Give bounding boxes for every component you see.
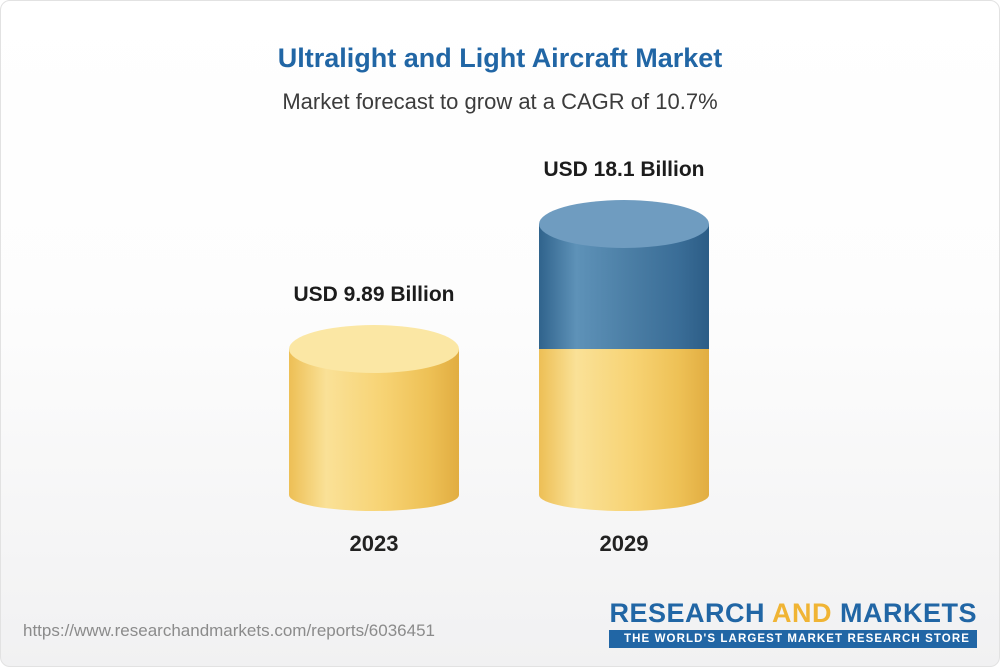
bar-2029-base-segment	[539, 348, 709, 511]
bar-2023-top-ellipse	[289, 324, 459, 373]
page-title: Ultralight and Light Aircraft Market	[277, 43, 723, 73]
logo-word-research: RESEARCH	[609, 598, 765, 628]
x-label-2023: 2023	[349, 531, 399, 556]
bar-2029-top-ellipse	[539, 199, 709, 248]
x-label-2029: 2029	[599, 531, 649, 556]
value-label-2029: USD 18.1 Billion	[543, 157, 705, 181]
logo-word-and: AND	[771, 598, 832, 628]
value-label-2023: USD 9.89 Billion	[293, 282, 455, 306]
research-and-markets-logo: RESEARCH AND MARKETS THE WORLD'S LARGEST…	[609, 599, 977, 648]
logo-wordmark: RESEARCH AND MARKETS	[609, 599, 977, 627]
bar-2023-body	[289, 348, 459, 511]
logo-tagline: THE WORLD'S LARGEST MARKET RESEARCH STOR…	[609, 630, 977, 648]
report-url-link[interactable]: https://www.researchandmarkets.com/repor…	[23, 621, 435, 640]
page-subtitle: Market forecast to grow at a CAGR of 10.…	[282, 89, 718, 114]
logo-word-markets: MARKETS	[840, 598, 977, 628]
